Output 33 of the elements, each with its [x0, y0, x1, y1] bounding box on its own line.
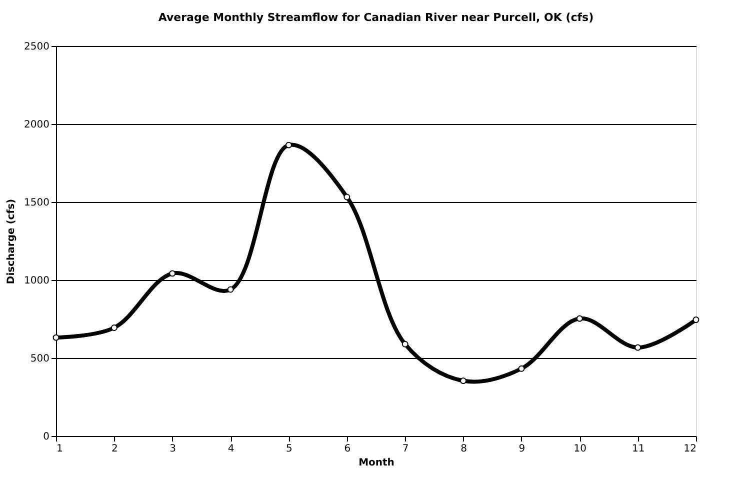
chart-title: Average Monthly Streamflow for Canadian River near Purcell, OK (cfs)	[158, 11, 594, 24]
x-tick-label: 6	[344, 444, 351, 454]
y-tick-label: 2000	[24, 120, 50, 130]
x-tick-label: 5	[286, 444, 292, 454]
y-tick-label: 500	[30, 354, 50, 364]
x-tick-label: 4	[228, 444, 234, 454]
x-tick-label: 7	[402, 444, 409, 454]
x-tick-label: 2	[111, 444, 118, 454]
point	[227, 286, 234, 293]
point	[634, 344, 642, 351]
x-axis-title: Month	[358, 458, 394, 468]
y-tick-label: 1500	[24, 198, 50, 208]
y-tick-label: 1000	[24, 276, 50, 286]
x-tick-label: 9	[518, 444, 526, 454]
point	[110, 324, 118, 331]
point	[169, 270, 176, 277]
point	[52, 334, 60, 341]
y-tick-label: 2500	[24, 42, 50, 52]
point	[402, 340, 408, 348]
x-tick-label: 8	[460, 444, 467, 454]
x-tick-label: 1	[56, 444, 63, 454]
point	[460, 378, 467, 384]
point	[285, 142, 292, 148]
x-tick-label: 3	[170, 444, 176, 454]
point	[576, 315, 583, 322]
y-axis-title: Discharge (cfs)	[6, 198, 18, 284]
point	[692, 316, 700, 324]
y-tick-label: 0	[43, 432, 50, 442]
x-tick-label: 10	[574, 444, 587, 454]
point	[518, 365, 525, 372]
x-tick-label: 11	[632, 444, 645, 454]
point	[344, 194, 350, 200]
x-tick-label: 12	[684, 444, 696, 454]
